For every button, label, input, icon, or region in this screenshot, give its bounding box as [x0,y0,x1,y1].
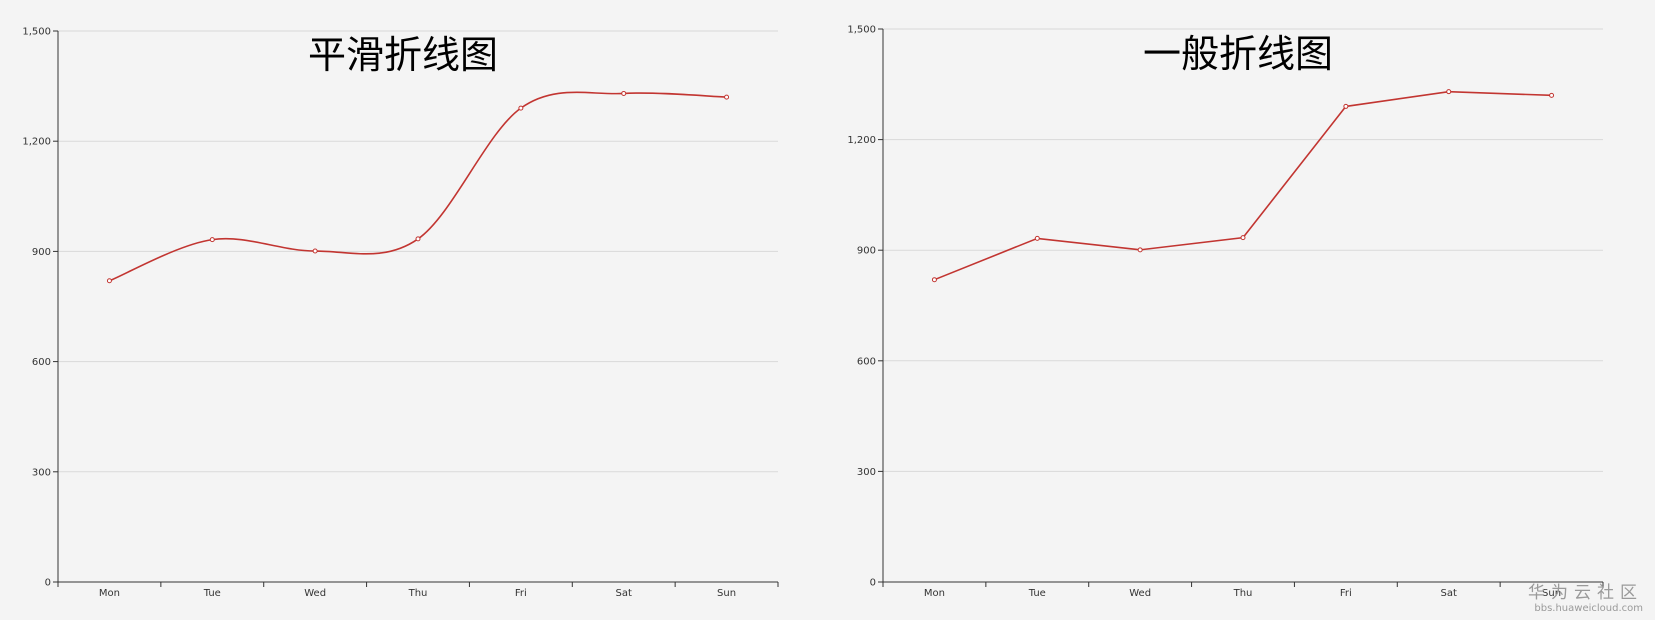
data-point [106,278,112,284]
data-point [415,236,421,242]
y-tick-label: 1,500 [22,27,51,38]
smooth-line-chart: 0 300 600 900 1,200 1,500 Mon Tue Wed Thu Fri Sat Su… [22,27,779,599]
x-tick-label: Mon [924,588,945,599]
data-point [1549,92,1555,98]
data-point [1240,235,1246,241]
x-tick-label: Sat [616,588,632,599]
watermark-text: 华为云社区 [1528,583,1643,604]
x-tick-label: Sun [1542,588,1561,599]
chart-title: 一般折线图 [1143,32,1333,76]
data-point [1446,89,1452,95]
x-tick-label: Tue [1028,588,1046,599]
y-tick-label: 1,200 [22,137,51,148]
x-tick-label: Sat [1441,588,1457,599]
x-tick-label: Mon [99,588,120,599]
x-tick-label: Tue [203,588,221,599]
y-tick-label: 1,200 [847,135,876,146]
data-point [312,248,318,254]
y-tick-label: 1,500 [847,25,876,36]
y-tick-label: 900 [32,247,51,258]
data-point [1343,103,1349,109]
data-point [931,277,937,283]
y-tick-label: 600 [857,356,876,367]
x-tick-label: Thu [1233,588,1253,599]
watermark-url: bbs.huaweicloud.com [1534,603,1643,614]
x-tick-label: Fri [1340,588,1352,599]
watermark: 华为云社区 bbs.huaweicloud.com [1528,584,1643,614]
y-tick-label: 300 [857,467,876,478]
y-tick-label: 900 [857,246,876,257]
data-point [724,94,730,100]
x-tick-label: Thu [408,588,428,599]
x-tick-label: Wed [304,588,326,599]
y-tick-label: 0 [45,578,51,589]
data-point [1137,247,1143,253]
x-tick-label: Sun [717,588,736,599]
data-point [518,105,524,111]
x-tick-label: Wed [1129,588,1151,599]
y-tick-label: 0 [870,578,876,589]
data-point [621,90,627,96]
y-tick-label: 300 [32,467,51,478]
series-line [934,90,1552,281]
data-point [1034,235,1040,241]
data-point [209,237,215,243]
chart-title: 平滑折线图 [308,33,498,77]
series-line [109,91,727,282]
x-tick-label: Fri [515,588,527,599]
y-tick-label: 600 [32,357,51,368]
basic-line-chart: 0 300 600 900 1,200 1,500 Mon Tue Wed Thu Fri Sat Su… [847,25,1604,599]
